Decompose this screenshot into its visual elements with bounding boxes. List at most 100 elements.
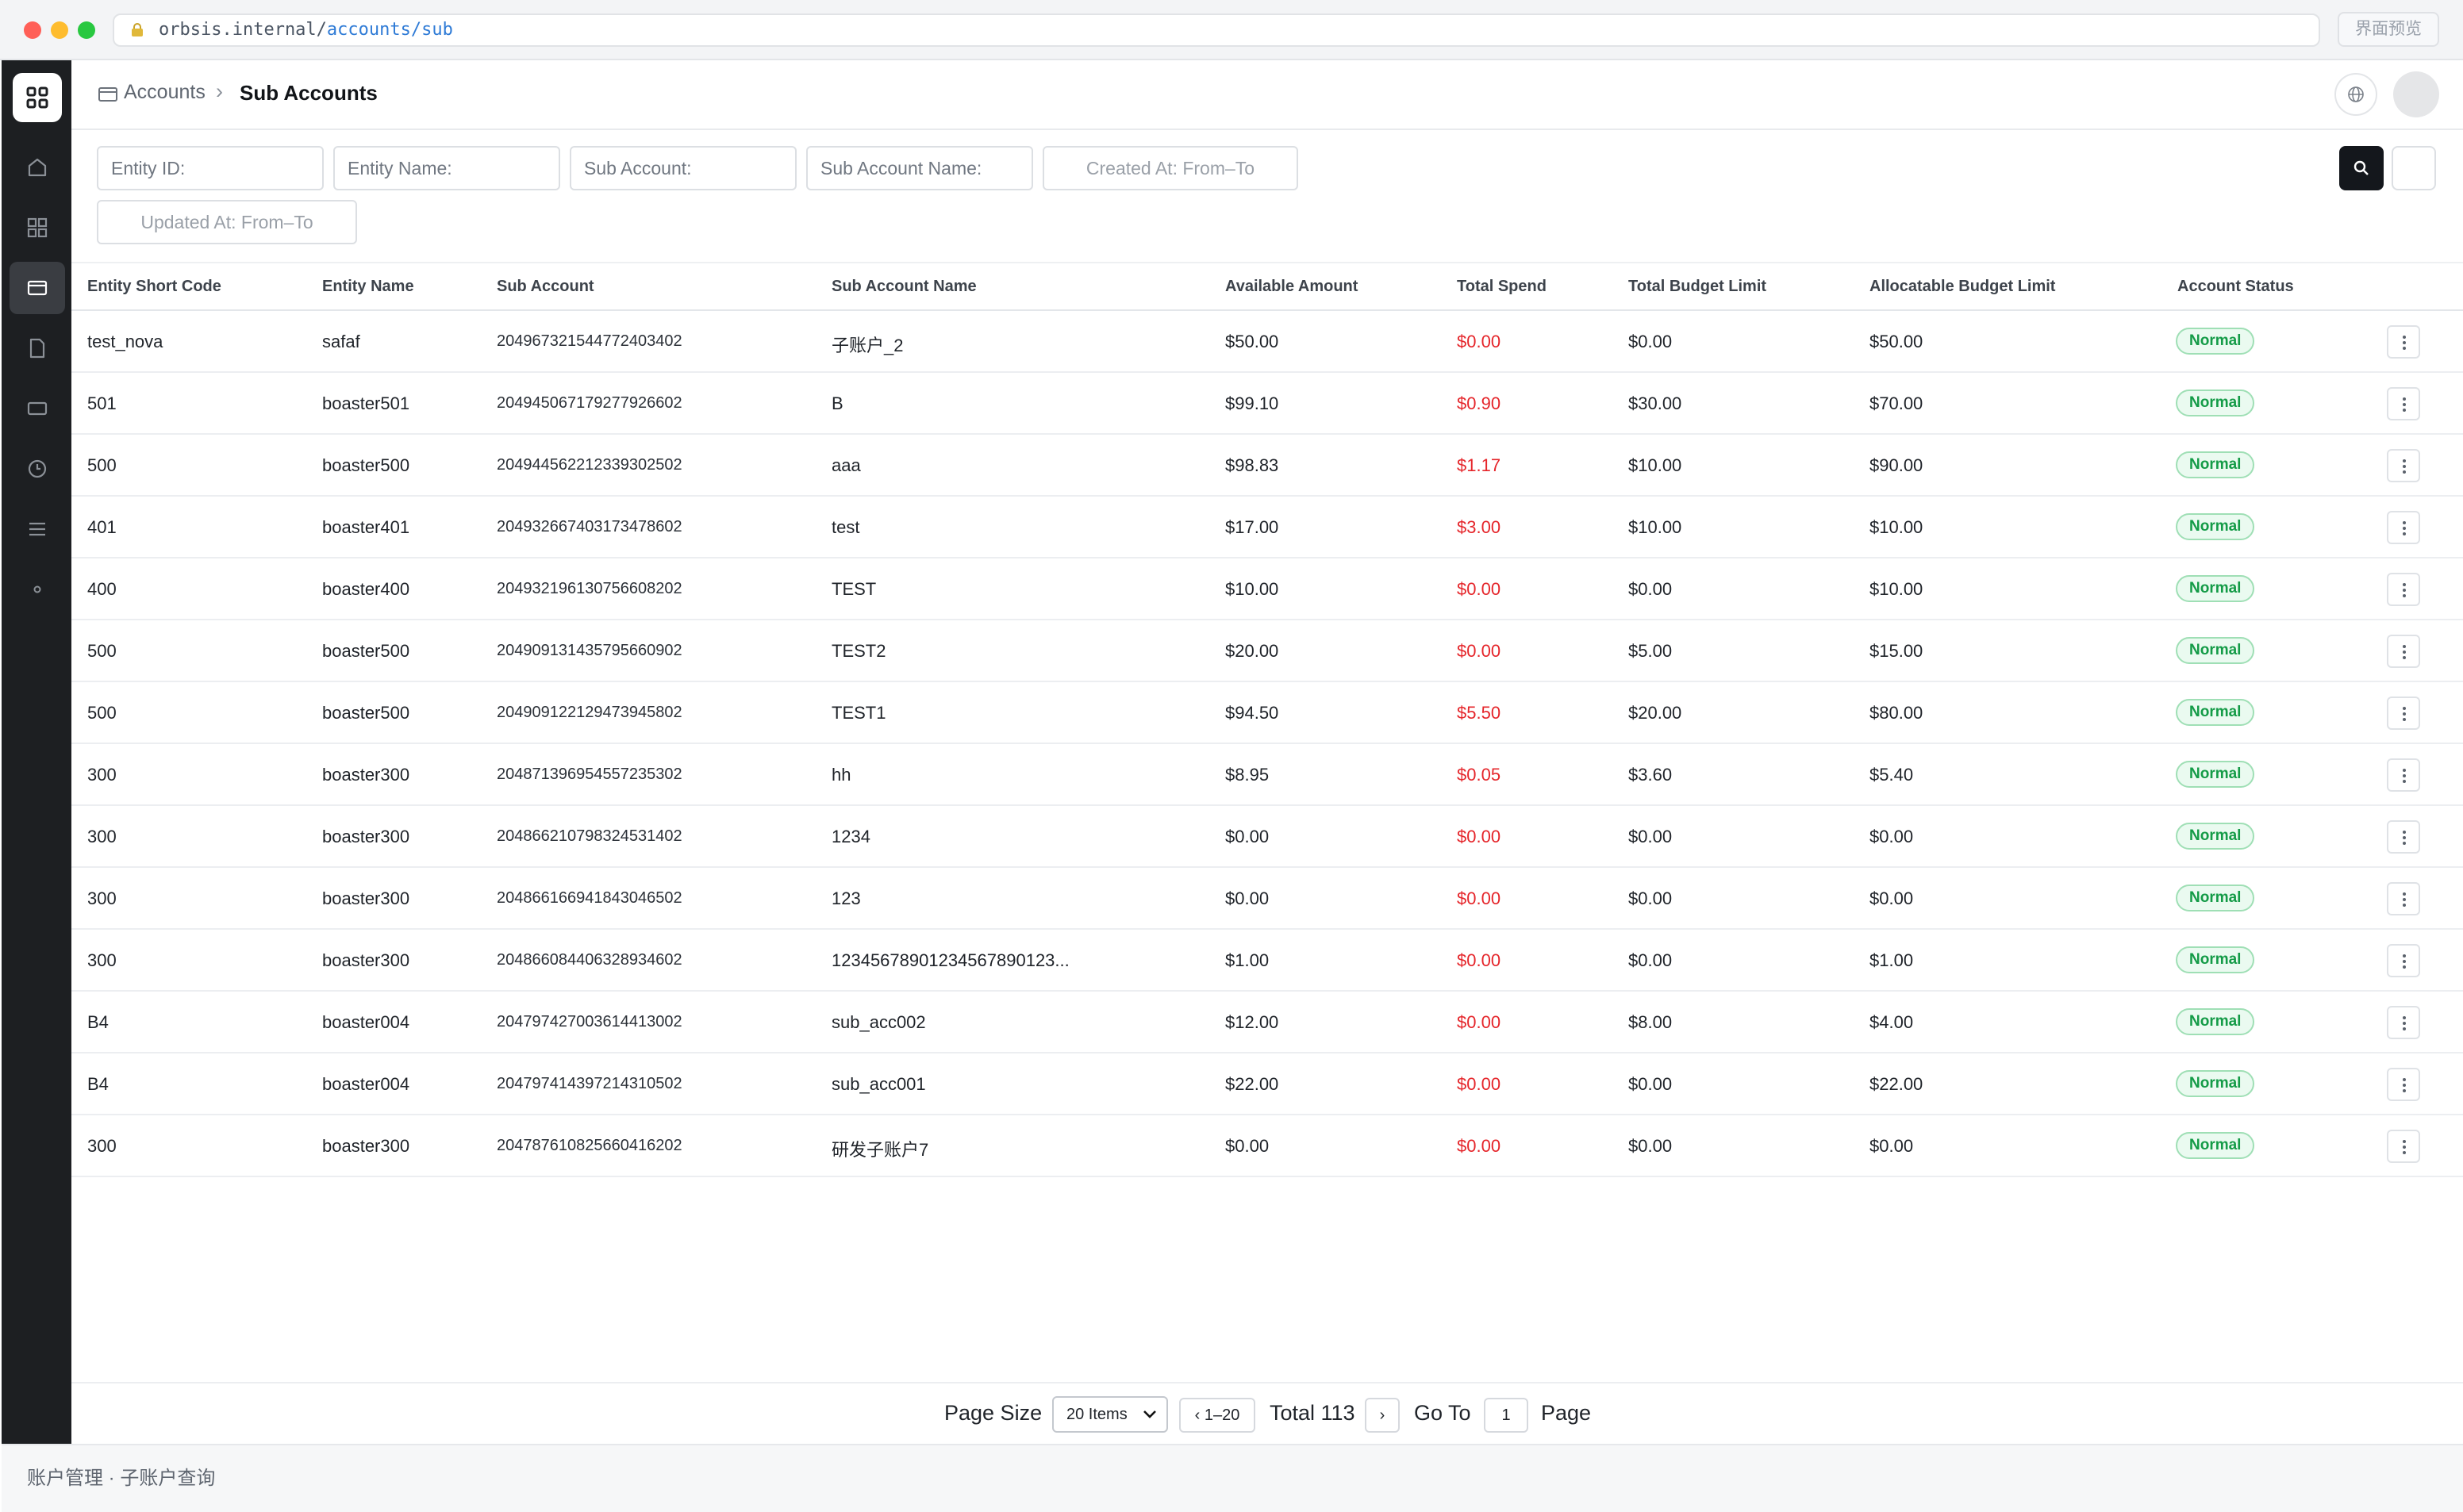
table-row[interactable]: 400 boaster400 2049321961307566082​02 TEST $… (71, 558, 2463, 620)
cell-available-amount: $12.00 (1225, 1012, 1279, 1032)
row-actions-button[interactable] (2387, 1068, 2420, 1101)
sidebar-item-history[interactable] (10, 443, 65, 495)
search-button[interactable] (2339, 146, 2384, 190)
sidebar-item-accounts[interactable] (10, 262, 65, 314)
cell-available-amount: $98.83 (1225, 455, 1279, 475)
prev-page-button[interactable]: ‹ 1–20 (1179, 1398, 1255, 1433)
column-sub-account-name[interactable]: Sub Account Name (832, 278, 977, 295)
sidebar-item-documents[interactable] (10, 322, 65, 374)
table-row[interactable]: 300 boaster300 2047876108256604162​02 研发子账户… (71, 1115, 2463, 1177)
sub-account-filter[interactable]: Sub Account: (570, 146, 797, 190)
cell-total-spend: $0.90 (1457, 393, 1501, 413)
cell-available-amount: $99.10 (1225, 393, 1279, 413)
row-actions-button[interactable] (2387, 573, 2420, 606)
avatar[interactable] (2393, 71, 2439, 117)
column-allocatable-budget-limit[interactable]: Allocatable Budget Limit (1869, 278, 2056, 295)
table-row[interactable]: 500 boaster500 2049445622123393025​02 aaa $9… (71, 435, 2463, 497)
column-available-amount[interactable]: Available Amount (1225, 278, 1358, 295)
close-window-button[interactable] (24, 21, 41, 39)
row-actions-button[interactable] (2387, 1006, 2420, 1039)
preview-button[interactable]: 界面预览 (2338, 12, 2439, 47)
sub-account-name-filter[interactable]: Sub Account Name: (806, 146, 1033, 190)
cell-available-amount: $0.00 (1225, 827, 1270, 846)
table-row[interactable]: 300 boaster300 2048660844063289346​02 12345… (71, 930, 2463, 992)
row-actions-button[interactable] (2387, 325, 2420, 359)
lock-icon (132, 23, 143, 36)
cell-entity-short-code: B4 (87, 1074, 109, 1094)
cell-entity-name: boaster004 (322, 1012, 410, 1032)
row-actions-button[interactable] (2387, 944, 2420, 977)
minimize-window-button[interactable] (51, 21, 68, 39)
address-bar[interactable]: orbsis.internal/accounts/sub (113, 13, 2320, 47)
page-size-select[interactable]: 20 Items (1052, 1396, 1168, 1433)
cell-total-spend: $0.00 (1457, 641, 1501, 661)
cell-available-amount: $10.00 (1225, 579, 1279, 599)
column-entity-short-code[interactable]: Entity Short Code (87, 278, 221, 295)
sidebar-item-more[interactable] (10, 563, 65, 616)
cell-total-spend: $0.00 (1457, 332, 1501, 351)
pagination: Page Size 20 Items ‹ 1–20 Total 113 › Go… (71, 1382, 2463, 1444)
entity-name-filter[interactable]: Entity Name: (333, 146, 560, 190)
column-total-budget-limit[interactable]: Total Budget Limit (1628, 278, 1767, 295)
cell-total-spend: $0.00 (1457, 827, 1501, 846)
cell-total-budget-limit: $8.00 (1628, 1012, 1673, 1032)
cell-total-budget-limit: $0.00 (1628, 888, 1673, 908)
breadcrumb-accounts[interactable]: Accounts (124, 81, 206, 103)
sidebar-item-dashboard[interactable] (10, 201, 65, 254)
sidebar-item-home[interactable] (10, 141, 65, 194)
cell-entity-name: boaster300 (322, 888, 410, 908)
table-row[interactable]: 500 boaster500 2049091314357956609​02 TEST2… (71, 620, 2463, 682)
column-account-status[interactable]: Account Status (2177, 278, 2294, 295)
row-actions-button[interactable] (2387, 697, 2420, 730)
page-size-value: 20 Items (1066, 1406, 1128, 1423)
table-row[interactable]: B4 boaster004 2047974143972143105​02 sub_ac… (71, 1053, 2463, 1115)
row-actions-button[interactable] (2387, 635, 2420, 668)
table-row[interactable]: 401 boaster401 2049326674031734786​02 test $… (71, 497, 2463, 558)
next-page-button[interactable]: › (1365, 1398, 1400, 1433)
cell-total-spend: $0.00 (1457, 950, 1501, 970)
cell-allocatable-budget-limit: $0.00 (1869, 888, 1914, 908)
row-actions-button[interactable] (2387, 820, 2420, 854)
language-button[interactable] (2334, 73, 2377, 116)
entity-id-filter[interactable]: Entity ID: (97, 146, 324, 190)
app-logo[interactable] (13, 73, 62, 122)
column-total-spend[interactable]: Total Spend (1457, 278, 1547, 295)
row-actions-button[interactable] (2387, 1130, 2420, 1163)
maximize-window-button[interactable] (78, 21, 95, 39)
column-sub-account[interactable]: Sub Account (497, 278, 594, 295)
cell-entity-short-code: 300 (87, 765, 117, 785)
table-row[interactable]: 500 boaster500 2049091221294739458​02 TEST1… (71, 682, 2463, 744)
row-actions-button[interactable] (2387, 387, 2420, 420)
column-entity-name[interactable]: Entity Name (322, 278, 414, 295)
row-actions-button[interactable] (2387, 511, 2420, 544)
row-actions-button[interactable] (2387, 449, 2420, 482)
sidebar-item-monitor[interactable] (10, 382, 65, 435)
grid-icon (27, 217, 48, 238)
cell-total-spend: $3.00 (1457, 517, 1501, 537)
table-row[interactable]: 300 boaster300 2048662107983245314​02 1234 $… (71, 806, 2463, 868)
row-actions-button[interactable] (2387, 758, 2420, 792)
cell-sub-account-name: 研发子账户7 (832, 1140, 929, 1160)
status-badge: Normal (2176, 823, 2255, 850)
cell-total-spend: $0.05 (1457, 765, 1501, 785)
table-row[interactable]: 501 boaster501 2049450671792779266​02 B $99.… (71, 373, 2463, 435)
cell-sub-account-name: sub_acc002 (832, 1012, 926, 1032)
table-row[interactable]: test_nova safaf 2049673215447724034​02 子账户_… (71, 311, 2463, 373)
cell-sub-account-name: 子账户_2 (832, 336, 904, 355)
page-number-input[interactable]: 1 (1484, 1398, 1528, 1433)
cell-available-amount: $0.00 (1225, 1136, 1270, 1156)
table-row[interactable]: B4 boaster004 2047974270036144130​02 sub_ac… (71, 992, 2463, 1053)
total-count: Total 113 (1270, 1401, 1355, 1425)
cell-entity-name: boaster500 (322, 455, 410, 475)
table-row[interactable]: 300 boaster300 2048713969545572353​02 hh $8.… (71, 744, 2463, 806)
updated-at-range-filter[interactable]: Updated At: From–To (97, 200, 357, 244)
table-row[interactable]: 300 boaster300 2048661669418430465​02 123 $0… (71, 868, 2463, 930)
row-actions-button[interactable] (2387, 882, 2420, 915)
cell-sub-account: 2048662107983245314​02 (497, 827, 682, 845)
sidebar-item-list[interactable] (10, 503, 65, 555)
reset-button[interactable] (2392, 146, 2436, 190)
cell-total-spend: $5.50 (1457, 703, 1501, 723)
cell-sub-account-name: TEST1 (832, 703, 886, 723)
cell-allocatable-budget-limit: $15.00 (1869, 641, 1923, 661)
created-at-range-filter[interactable]: Created At: From–To (1043, 146, 1298, 190)
